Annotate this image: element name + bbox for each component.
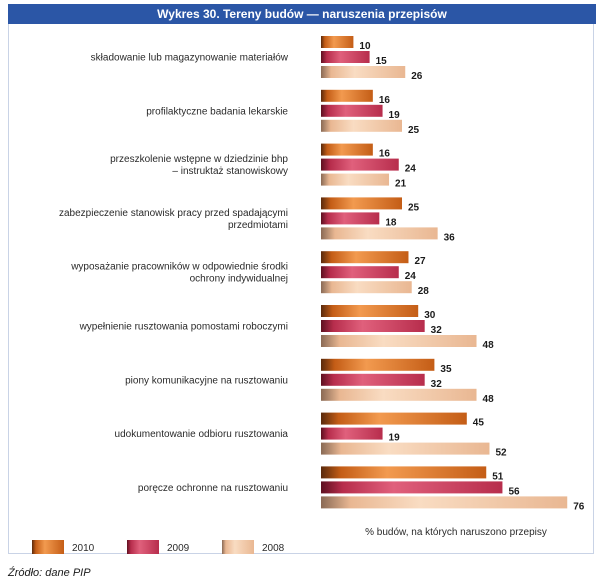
value-label: 35 — [440, 364, 452, 375]
value-label: 19 — [389, 433, 401, 444]
category-label: wyposażanie pracowników w odpowiednie śr… — [70, 262, 288, 273]
value-label: 21 — [395, 179, 407, 190]
bar-2008 — [321, 496, 568, 509]
source-note: Źródło: dane PIP — [8, 567, 91, 579]
category-label: profilaktyczne badania lekarskie — [146, 106, 288, 117]
category-label: poręcze ochronne na rusztowaniu — [138, 483, 288, 494]
bar-2009 — [321, 104, 383, 117]
category-label: – instruktaż stanowiskowy — [172, 166, 288, 177]
value-label: 45 — [473, 418, 485, 429]
bar-2010 — [321, 197, 402, 210]
bar-2010 — [321, 36, 354, 48]
chart-title: Wykres 30. Tereny budów — naruszenia prz… — [8, 4, 596, 24]
bar-2008 — [321, 388, 477, 401]
value-label: 16 — [379, 149, 391, 160]
value-label: 51 — [492, 471, 504, 482]
bar-2009 — [321, 373, 425, 386]
bar-2009 — [321, 51, 370, 63]
bar-2009 — [321, 158, 399, 171]
bar-2010 — [321, 89, 373, 102]
category-label: zabezpieczenie stanowisk pracy przed spa… — [59, 208, 288, 219]
value-label: 24 — [405, 164, 417, 175]
value-label: 25 — [408, 125, 420, 136]
bar-2008 — [321, 281, 412, 294]
value-label: 25 — [408, 202, 420, 213]
category-label: wypełnienie rusztowania pomostami robocz… — [79, 322, 288, 333]
bar-2009 — [321, 212, 380, 225]
bar-2010 — [321, 412, 467, 425]
legend-label: 2008 — [262, 543, 285, 554]
legend-swatch-2009 — [127, 540, 159, 554]
category-label: piony komunikacyjne na rusztowaniu — [125, 375, 288, 386]
category-label: ochrony indywidualnej — [190, 274, 288, 285]
bar-2010 — [321, 143, 373, 156]
bar-2009 — [321, 427, 383, 440]
category-label: składowanie lub magazynowanie materiałów — [91, 53, 289, 64]
value-label: 36 — [444, 232, 456, 243]
value-label: 48 — [483, 394, 495, 405]
bar-2008 — [321, 227, 438, 240]
bar-2008 — [321, 66, 406, 78]
legend-label: 2010 — [72, 543, 95, 554]
category-label: przedmiotami — [228, 220, 288, 231]
bar-2010 — [321, 251, 409, 264]
bar-2010 — [321, 358, 435, 371]
category-label: udokumentowanie odbioru rusztowania — [115, 429, 289, 440]
bar-2009 — [321, 266, 399, 279]
bar-2009 — [321, 481, 503, 494]
value-label: 76 — [573, 501, 585, 512]
value-label: 30 — [424, 310, 436, 321]
bar-chart: składowanie lub magazynowanie materiałów… — [32, 36, 585, 554]
x-axis-label: % budów, na których naruszono przepisy — [365, 527, 547, 538]
value-label: 15 — [376, 56, 388, 67]
value-label: 19 — [389, 110, 401, 121]
value-label: 56 — [508, 486, 520, 497]
legend-swatch-2008 — [222, 540, 254, 554]
value-label: 52 — [495, 448, 507, 459]
value-label: 32 — [431, 379, 443, 390]
value-label: 16 — [379, 95, 391, 106]
value-label: 26 — [411, 71, 423, 82]
bar-2008 — [321, 335, 477, 347]
value-label: 32 — [431, 325, 443, 336]
legend-label: 2009 — [167, 543, 190, 554]
bar-2008 — [321, 173, 390, 186]
value-label: 18 — [385, 217, 397, 228]
bar-2010 — [321, 466, 487, 479]
category-label: przeszkolenie wstępne w dziedzinie bhp — [110, 154, 288, 165]
bar-2008 — [321, 119, 402, 132]
value-label: 48 — [483, 340, 495, 351]
value-label: 28 — [418, 286, 430, 297]
bar-2008 — [321, 442, 490, 455]
value-label: 10 — [359, 41, 371, 52]
bar-2010 — [321, 305, 419, 317]
value-label: 27 — [414, 256, 426, 267]
value-label: 24 — [405, 271, 417, 282]
legend-swatch-2010 — [32, 540, 64, 554]
chart-frame — [8, 24, 594, 554]
bar-2009 — [321, 320, 425, 332]
